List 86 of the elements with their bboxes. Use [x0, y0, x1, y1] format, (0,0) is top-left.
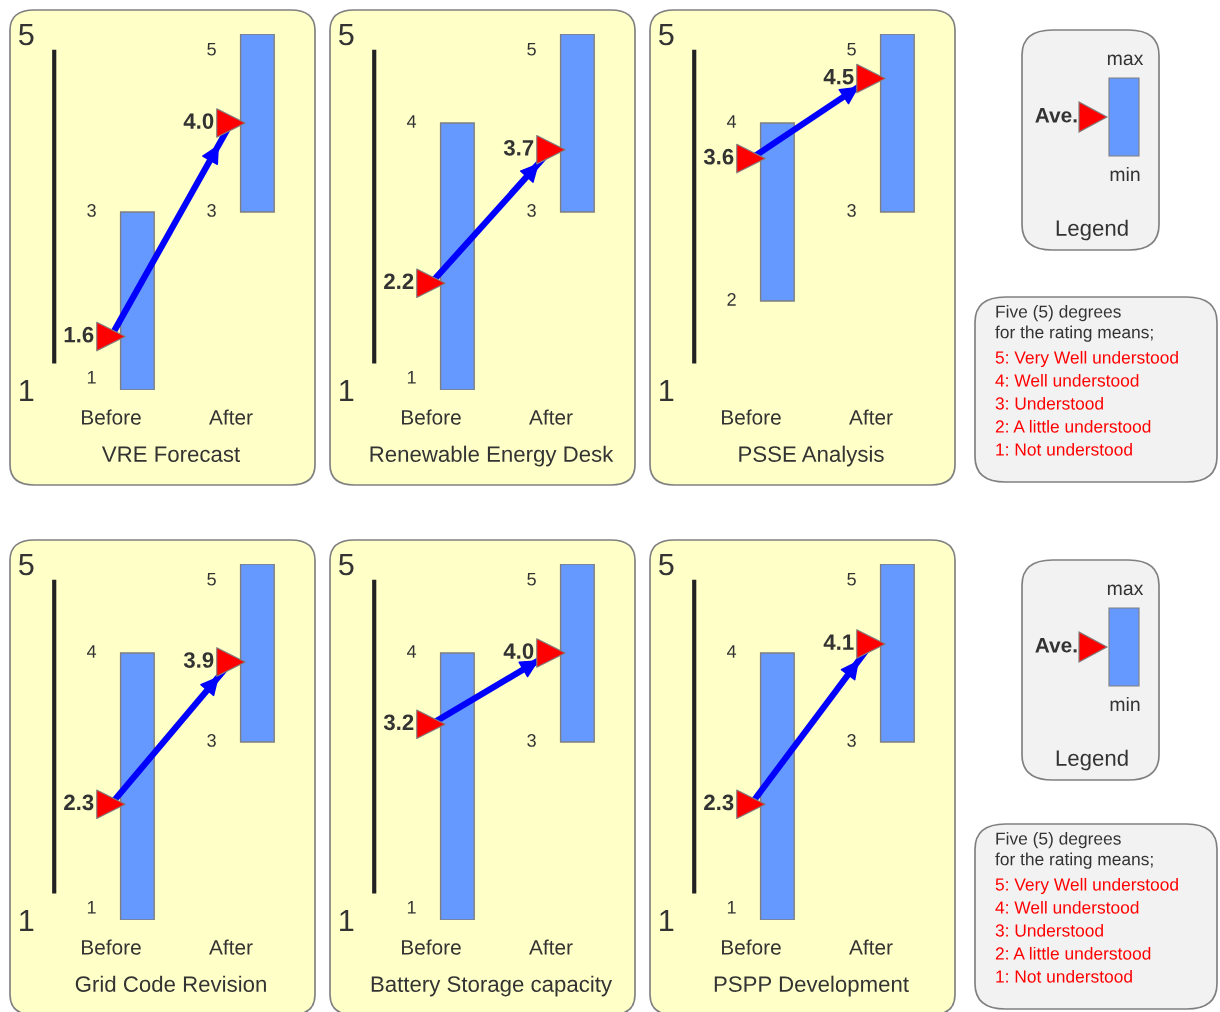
text: PSSE Analysis — [739, 445, 884, 467]
data-label: 3.6 — [703, 148, 734, 165]
text: Legend — [1056, 749, 1128, 771]
x-tick-label: After — [529, 939, 573, 955]
annotation: 3 — [207, 204, 216, 217]
annotation: 1 — [87, 901, 96, 914]
data-label: 4.5 — [823, 68, 854, 85]
annotation: 2 — [727, 293, 736, 306]
data-label: 1.6 — [64, 326, 94, 343]
annotation: 1 — [727, 901, 736, 914]
annotation: 4 — [726, 645, 737, 658]
text: Legend — [1056, 219, 1128, 241]
x-tick-label: After — [209, 409, 253, 425]
annotation: 4 — [406, 645, 417, 658]
y-tick-label: 5 — [19, 554, 34, 576]
annotation: 5 — [527, 573, 536, 586]
annotation: 3 — [207, 734, 216, 747]
y-tick-label: 5 — [659, 24, 674, 46]
text: 4: Well understood — [995, 900, 1139, 914]
text: 2: A little understood — [995, 946, 1151, 960]
text: Ave. — [1035, 108, 1077, 123]
text: 1: Not understood — [996, 442, 1132, 456]
x-tick-label: Before — [722, 409, 781, 425]
x-tick-label: Before — [722, 939, 781, 955]
x-tick-label: Before — [82, 939, 141, 955]
x-tick-label: After — [849, 409, 893, 425]
y-tick-label: 5 — [659, 554, 674, 576]
text: max — [1107, 584, 1144, 596]
text: 3: Understood — [995, 923, 1103, 937]
annotation: 1 — [87, 371, 96, 384]
annotation: 1 — [407, 371, 416, 384]
y-tick-label: 1 — [660, 380, 674, 402]
y-tick-label: 1 — [340, 910, 354, 932]
x-tick-label: After — [529, 409, 573, 425]
annotation: 4 — [86, 645, 97, 658]
text: 5: Very Well understood — [995, 877, 1178, 895]
data-label: 4.0 — [503, 643, 534, 659]
text: min — [1110, 166, 1140, 182]
annotation: 4 — [726, 115, 737, 128]
text: Renewable Energy Desk — [370, 445, 614, 467]
text: VRE Forecast — [101, 446, 240, 462]
annotation: 5 — [207, 43, 216, 56]
x-tick-label: Before — [402, 939, 461, 955]
annotation: 3 — [847, 204, 856, 217]
annotation: 3 — [847, 734, 856, 747]
y-tick-label: 1 — [20, 910, 34, 932]
text: Battery Storage capacity — [371, 975, 613, 997]
annotation: 5 — [847, 43, 856, 56]
y-tick-label: 5 — [339, 24, 354, 46]
text: PSPP Development — [714, 975, 909, 997]
annotation: 3 — [527, 734, 536, 747]
annotation: 3 — [527, 204, 536, 217]
data-label: 4.1 — [823, 634, 854, 650]
data-label: 2.3 — [704, 794, 734, 811]
annotation: 5 — [207, 573, 216, 586]
data-label: 4.0 — [183, 113, 214, 129]
text: 5: Very Well understood — [995, 350, 1178, 368]
text: Five (5) degrees for the rating means; — [995, 832, 1153, 869]
text: 1: Not understood — [996, 969, 1132, 983]
text: Grid Code Revision — [75, 975, 266, 992]
text: 3: Understood — [995, 396, 1103, 410]
annotation: 4 — [406, 115, 417, 128]
data-label: 2.2 — [384, 273, 414, 289]
x-tick-label: After — [209, 939, 253, 955]
x-tick-label: Before — [402, 409, 461, 425]
text: max — [1107, 54, 1144, 66]
text: min — [1110, 696, 1140, 712]
text: 2: A little understood — [995, 419, 1151, 433]
text: Ave. — [1035, 638, 1077, 653]
x-tick-label: After — [849, 939, 893, 955]
annotation: 5 — [527, 43, 536, 56]
data-label: 3.7 — [503, 139, 534, 156]
text: 4: Well understood — [995, 373, 1139, 387]
data-label: 2.3 — [64, 794, 94, 811]
annotation: 1 — [407, 901, 416, 914]
data-label: 3.9 — [183, 652, 214, 668]
y-tick-label: 1 — [20, 380, 34, 402]
y-tick-label: 1 — [660, 910, 674, 932]
y-tick-label: 5 — [339, 554, 354, 576]
x-tick-label: Before — [82, 409, 141, 425]
y-tick-label: 5 — [19, 24, 34, 46]
annotation: 5 — [847, 573, 856, 586]
y-tick-label: 1 — [340, 380, 354, 402]
annotation: 3 — [87, 204, 96, 217]
text: Five (5) degrees for the rating means; — [995, 305, 1153, 342]
data-label: 3.2 — [383, 714, 414, 731]
